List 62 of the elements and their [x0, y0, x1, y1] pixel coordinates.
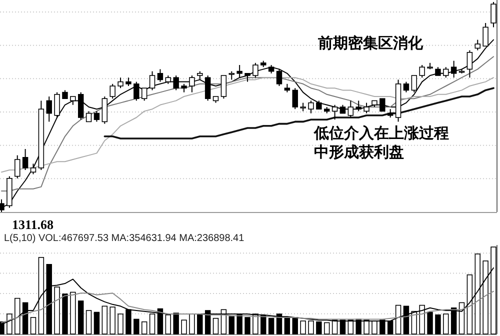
- candlestick: [348, 100, 354, 118]
- candlestick: [466, 50, 473, 78]
- candlestick: [220, 75, 227, 100]
- candlestick: [308, 100, 314, 114]
- candlestick: [134, 81, 140, 102]
- bar: [181, 320, 187, 334]
- bar: [70, 292, 76, 334]
- candlestick: [30, 163, 36, 175]
- bar: [435, 314, 441, 334]
- candlestick: [411, 75, 418, 93]
- candlestick: [332, 104, 338, 120]
- candlestick: [490, 2, 496, 28]
- candlestick: [380, 98, 386, 112]
- bar: [244, 317, 250, 334]
- candlestick: [110, 83, 116, 100]
- candlestick: [419, 64, 425, 78]
- candlestick: [54, 92, 60, 118]
- candlestick: [102, 96, 108, 124]
- bar: [212, 318, 219, 334]
- bar: [141, 321, 148, 334]
- bar: [94, 312, 100, 334]
- bar: [173, 312, 179, 334]
- candlestick: [356, 100, 362, 112]
- candlestick: [403, 81, 410, 93]
- candlestick: [443, 66, 449, 78]
- candlestick: [292, 88, 298, 110]
- bar: [189, 314, 195, 334]
- candlestick: [86, 110, 92, 122]
- bar: [86, 310, 92, 334]
- candlestick: [46, 96, 52, 122]
- annotation: 前期密集区消化: [317, 34, 424, 52]
- candlestick: [157, 68, 164, 82]
- candlestick: [236, 64, 242, 78]
- bar: [300, 320, 306, 334]
- bar: [78, 300, 84, 334]
- candlestick: [22, 148, 28, 170]
- candlestick: [276, 68, 282, 86]
- candlestick: [149, 70, 156, 91]
- candlestick: [189, 75, 195, 93]
- candlestick: [78, 92, 84, 120]
- candlestick: [364, 102, 370, 114]
- chart-title: L(5,10) VOL:467697.53 MA:354631.94 MA:236898.41: [4, 233, 245, 244]
- text: 1311.68: [12, 217, 54, 232]
- annotation: 低位介入在上涨过程: [313, 125, 449, 142]
- candlestick: [252, 62, 258, 78]
- bar: [197, 314, 203, 334]
- candlestick: [141, 88, 148, 102]
- annotation: 中形成获利盘: [314, 144, 404, 161]
- candlestick: [94, 110, 100, 122]
- candlestick: [118, 77, 124, 89]
- bar: [443, 314, 449, 334]
- candlestick: [173, 75, 179, 91]
- bar: [30, 317, 36, 334]
- bar: [427, 312, 433, 334]
- candlestick: [14, 154, 20, 179]
- candlestick: [450, 60, 457, 78]
- bar: [134, 318, 140, 334]
- bar: [62, 294, 68, 334]
- candlestick: [474, 39, 480, 51]
- bar: [102, 306, 108, 334]
- bar: [118, 314, 124, 334]
- candlestick: [204, 75, 211, 102]
